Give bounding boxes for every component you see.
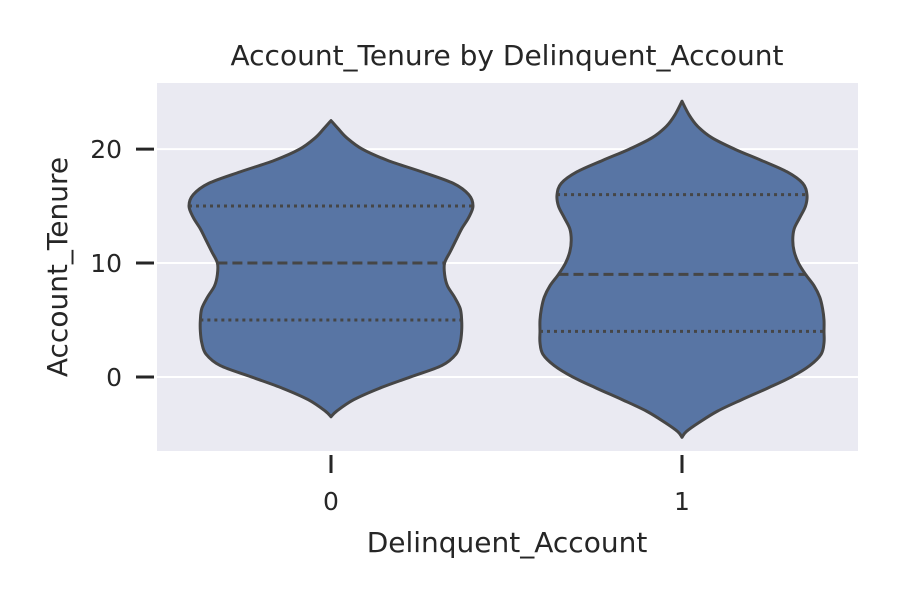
y-tick-label: 20	[90, 135, 122, 164]
chart-title: Account_Tenure by Delinquent_Account	[231, 39, 784, 72]
x-tick-label: 1	[674, 487, 690, 516]
x-axis-label: Delinquent_Account	[367, 526, 648, 559]
y-tick-label: 0	[106, 363, 122, 392]
x-tick-label: 0	[323, 487, 339, 516]
axis-ticks: 0 10 20 0 1	[90, 135, 690, 516]
violins	[187, 99, 826, 439]
y-tick-label: 10	[90, 249, 122, 278]
y-axis-label: Account_Tenure	[41, 157, 74, 377]
